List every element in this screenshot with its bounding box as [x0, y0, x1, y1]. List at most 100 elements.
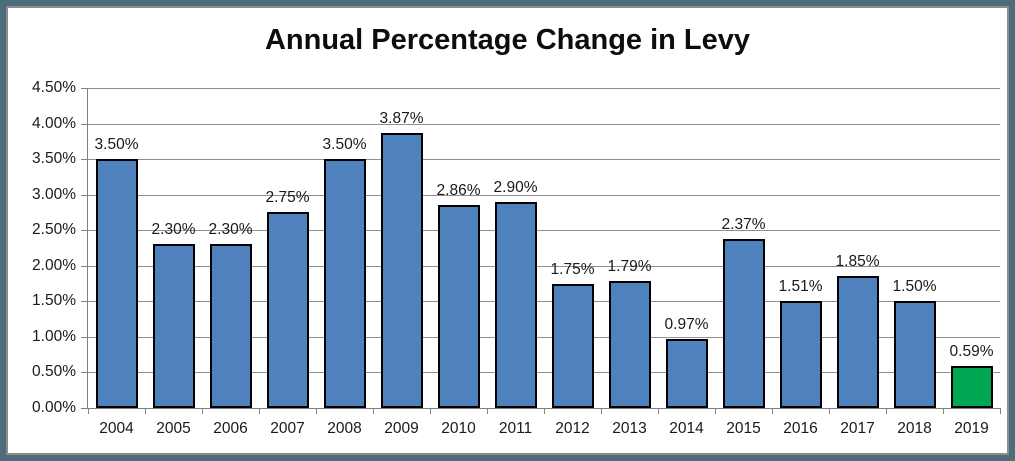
- y-axis-label: 2.50%: [32, 221, 76, 238]
- data-label-2011: 2.90%: [493, 179, 538, 196]
- x-axis-label-2019: 2019: [954, 420, 989, 437]
- x-axis-tick: [829, 408, 830, 414]
- x-axis-label-2006: 2006: [213, 420, 248, 437]
- x-axis-label-2005: 2005: [156, 420, 191, 437]
- data-label-2010: 2.86%: [436, 182, 481, 199]
- gridline: [88, 230, 1000, 231]
- y-axis-label: 1.50%: [32, 292, 76, 309]
- gridline: [88, 372, 1000, 373]
- x-axis-label-2011: 2011: [498, 420, 533, 437]
- x-axis-label-2010: 2010: [441, 420, 476, 437]
- gridline: [88, 337, 1000, 338]
- gridline: [88, 159, 1000, 160]
- bar-2007: [267, 212, 309, 408]
- bar-2011: [495, 202, 537, 408]
- x-axis-label-2012: 2012: [555, 420, 590, 437]
- x-axis-label-2014: 2014: [669, 420, 704, 437]
- x-axis-label-2007: 2007: [270, 420, 305, 437]
- data-label-2012: 1.75%: [550, 261, 595, 278]
- x-axis-tick: [487, 408, 488, 414]
- y-axis-label: 3.50%: [32, 150, 76, 167]
- bar-2016: [780, 301, 822, 408]
- data-label-2004: 3.50%: [94, 136, 139, 153]
- chart-title: Annual Percentage Change in Levy: [264, 24, 751, 56]
- data-label-2017: 1.85%: [835, 253, 880, 270]
- x-axis-tick: [772, 408, 773, 414]
- y-axis-tick: [81, 124, 87, 125]
- data-label-2007: 2.75%: [265, 189, 310, 206]
- x-axis-tick: [202, 408, 203, 414]
- data-label-2016: 1.51%: [778, 278, 823, 295]
- bar-2014: [666, 339, 708, 408]
- bar-2006: [210, 244, 252, 408]
- gridline: [88, 88, 1000, 89]
- x-axis-tick: [373, 408, 374, 414]
- data-label-2008: 3.50%: [322, 136, 367, 153]
- y-axis-tick: [81, 159, 87, 160]
- data-label-2005: 2.30%: [151, 221, 196, 238]
- x-axis-tick: [316, 408, 317, 414]
- bar-2012: [552, 284, 594, 408]
- y-axis-tick: [81, 230, 87, 231]
- x-axis-tick: [943, 408, 944, 414]
- data-label-2013: 1.79%: [607, 258, 652, 275]
- y-axis-tick: [81, 408, 87, 409]
- gridline: [88, 266, 1000, 267]
- x-axis-label-2008: 2008: [327, 420, 362, 437]
- y-axis-label: 2.00%: [32, 257, 76, 274]
- x-axis-tick: [1000, 408, 1001, 414]
- y-axis-tick: [81, 195, 87, 196]
- y-axis-tick: [81, 266, 87, 267]
- bar-2019: [951, 366, 993, 408]
- x-axis-tick: [658, 408, 659, 414]
- bar-2013: [609, 281, 651, 408]
- bar-2015: [723, 239, 765, 408]
- x-axis-tick: [259, 408, 260, 414]
- x-axis-tick: [601, 408, 602, 414]
- x-axis-tick: [544, 408, 545, 414]
- y-axis-label: 3.00%: [32, 186, 76, 203]
- y-axis-tick: [81, 301, 87, 302]
- y-axis-tick: [81, 88, 87, 89]
- y-axis-label: 4.00%: [32, 115, 76, 132]
- bar-2004: [96, 159, 138, 408]
- x-axis-label-2015: 2015: [726, 420, 761, 437]
- x-axis-label-2004: 2004: [99, 420, 134, 437]
- x-axis-line: [87, 408, 1000, 409]
- x-axis-tick: [715, 408, 716, 414]
- chart-canvas: Annual Percentage Change in Levy 3.50% 20…: [6, 6, 1009, 455]
- gridline: [88, 195, 1000, 196]
- data-label-2014: 0.97%: [664, 316, 709, 333]
- y-axis-label: 0.50%: [32, 363, 76, 380]
- y-axis-tick: [81, 372, 87, 373]
- x-axis-tick: [145, 408, 146, 414]
- x-axis-tick: [430, 408, 431, 414]
- gridline: [88, 124, 1000, 125]
- x-axis-label-2017: 2017: [840, 420, 875, 437]
- data-label-2015: 2.37%: [721, 216, 766, 233]
- x-axis-label-2016: 2016: [783, 420, 818, 437]
- data-label-2009: 3.87%: [379, 110, 424, 127]
- y-axis-label: 4.50%: [32, 79, 76, 96]
- x-axis-label-2018: 2018: [897, 420, 932, 437]
- y-axis-line: [87, 88, 88, 408]
- gridline: [88, 301, 1000, 302]
- bar-2005: [153, 244, 195, 408]
- y-axis-label: 0.00%: [32, 399, 76, 416]
- bar-2010: [438, 205, 480, 408]
- plot-area: 3.50% 2004 2.30% 2005 2.30% 2006 2.75% 2007 3.50…: [81, 88, 1001, 437]
- x-axis-label-2013: 2013: [612, 420, 647, 437]
- bar-2009: [381, 133, 423, 408]
- x-axis-tick: [886, 408, 887, 414]
- data-label-2018: 1.50%: [892, 278, 937, 295]
- x-axis-label-2009: 2009: [384, 420, 419, 437]
- data-label-2019: 0.59%: [949, 343, 994, 360]
- y-axis-label: 1.00%: [32, 328, 76, 345]
- bar-2008: [324, 159, 366, 408]
- bar-2018: [894, 301, 936, 408]
- bar-2017: [837, 276, 879, 408]
- x-axis-tick: [88, 408, 89, 414]
- y-axis-tick: [81, 337, 87, 338]
- data-label-2006: 2.30%: [208, 221, 253, 238]
